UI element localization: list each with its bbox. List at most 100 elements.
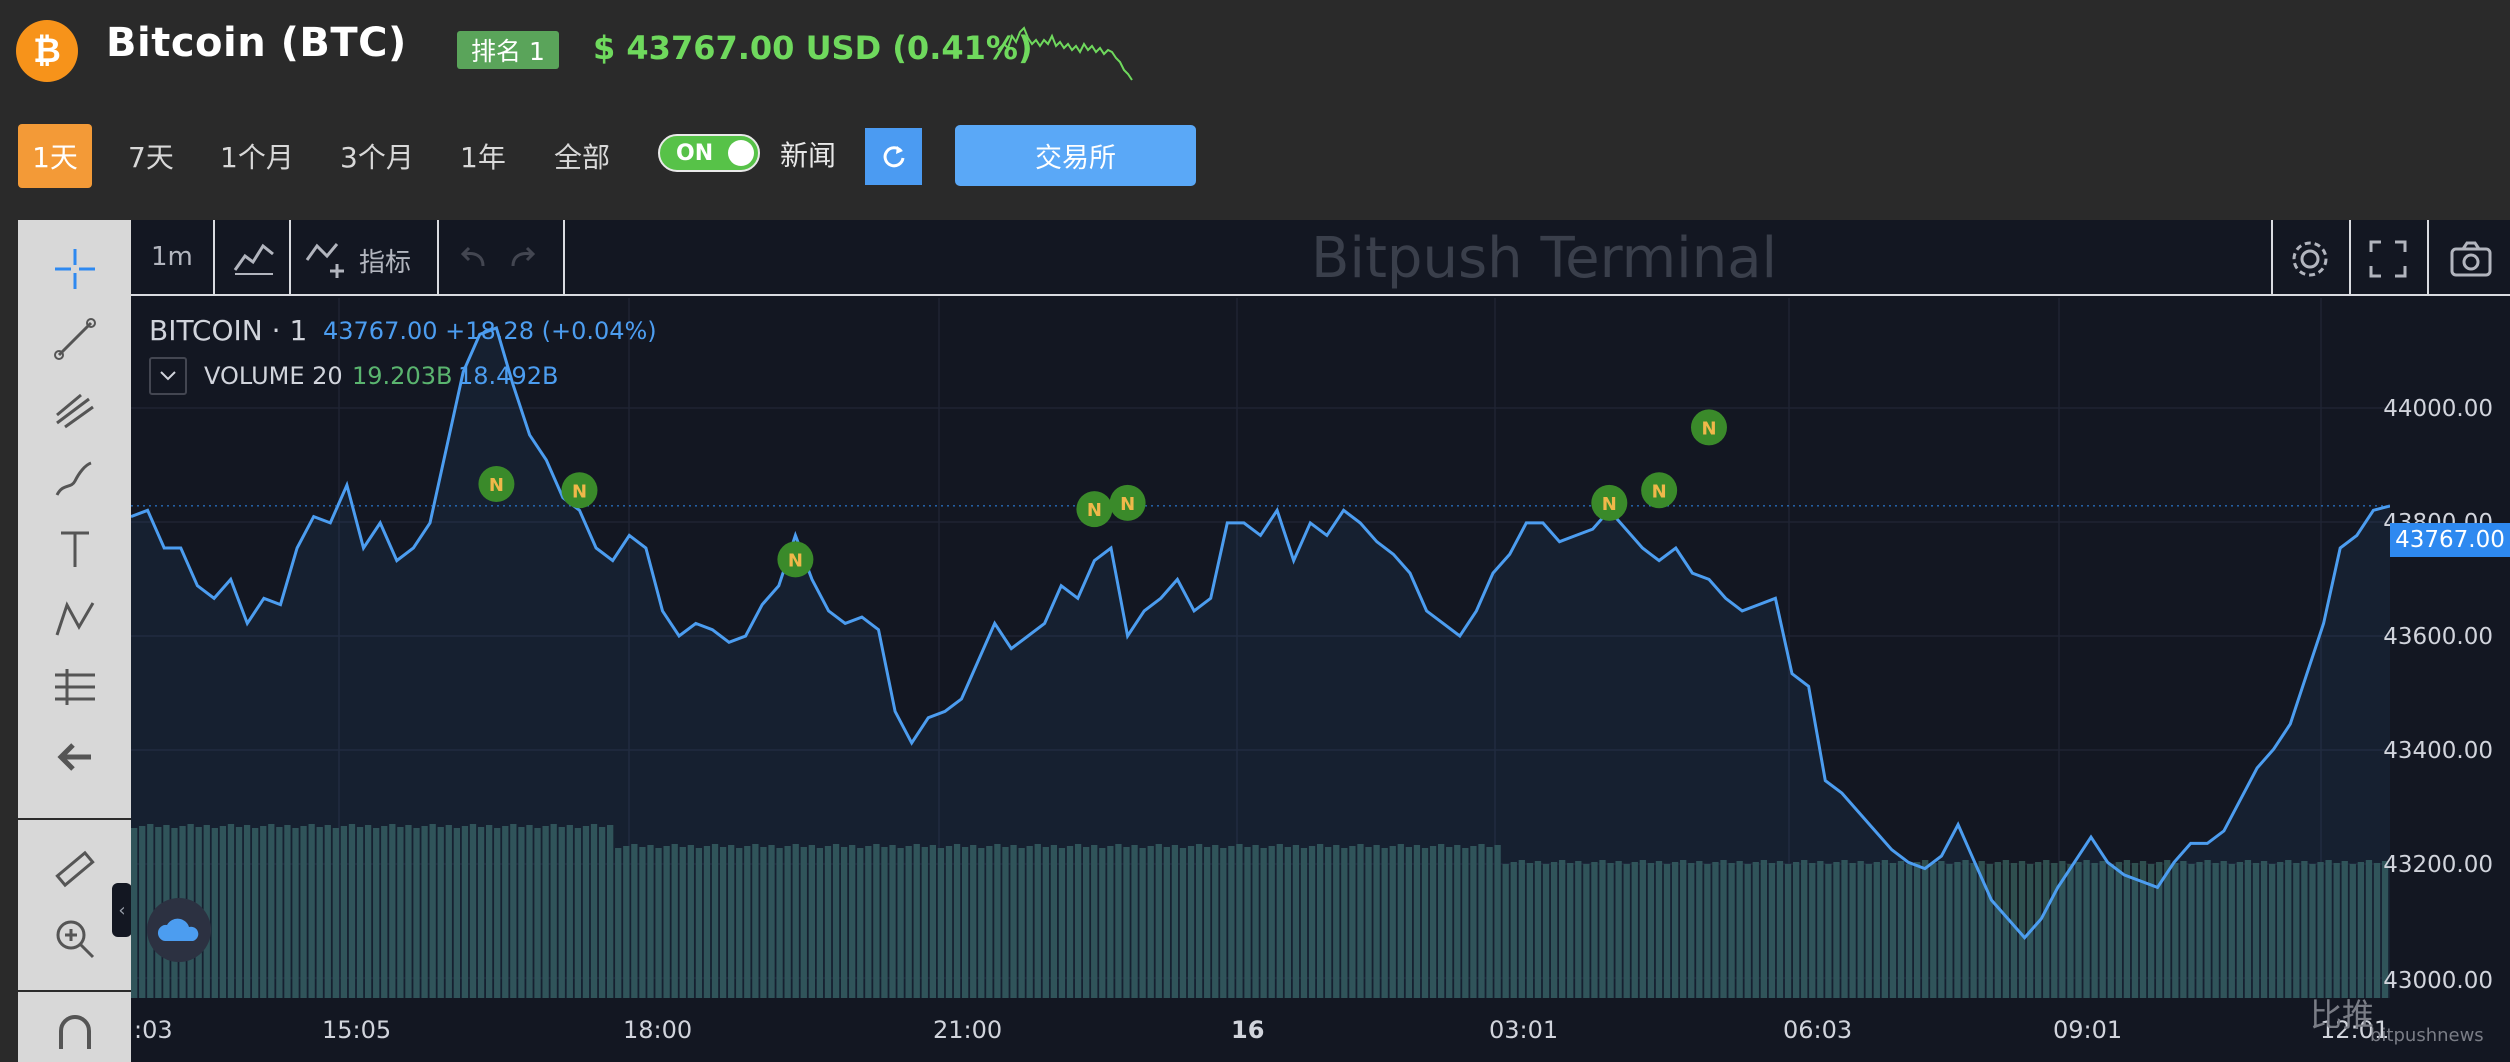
volume-bar (1696, 861, 1703, 998)
volume-bar (1913, 862, 1921, 998)
exchange-button[interactable]: 交易所 (955, 125, 1196, 186)
news-marker-label: N (1602, 494, 1617, 515)
redo-icon[interactable] (507, 244, 539, 276)
position-tool-icon[interactable] (48, 660, 102, 714)
brand-cloud-icon (147, 898, 211, 962)
interval-select[interactable]: 1m (151, 242, 193, 272)
chart-style-icon[interactable] (231, 236, 277, 280)
volume-bar (1550, 862, 1558, 998)
text-tool-icon[interactable] (48, 522, 102, 576)
crosshair-icon[interactable] (48, 242, 102, 296)
volume-bar (808, 845, 815, 998)
range-1m-button[interactable]: 1个月 (220, 141, 294, 174)
volume-bar (1050, 845, 1058, 998)
volume-bar (574, 828, 582, 998)
volume-bar (1663, 864, 1671, 998)
collapse-toolbar-handle[interactable]: ‹ (112, 883, 132, 937)
volume-bar (1752, 862, 1759, 998)
rank-badge: 排名 1 (457, 31, 559, 69)
volume-bar (905, 846, 912, 998)
volume-bar (1994, 862, 2001, 998)
settings-gear-icon[interactable] (2289, 238, 2331, 284)
volume-bar (889, 845, 896, 998)
volume-bar (445, 825, 452, 998)
volume-bar (2381, 861, 2389, 998)
range-1d-button[interactable]: 1天 (18, 124, 92, 188)
volume-bar (1099, 848, 1106, 998)
volume-bar (1341, 848, 1348, 998)
news-marker (1109, 484, 1146, 521)
volume-bar (1946, 864, 1953, 998)
volume-bar (1889, 863, 1897, 998)
pattern-tool-icon[interactable] (48, 592, 102, 646)
range-all-button[interactable]: 全部 (554, 141, 611, 174)
volume-bar (518, 827, 525, 998)
undo-icon[interactable] (457, 244, 489, 276)
volume-bar (1833, 862, 1840, 998)
volume-bar (276, 827, 283, 998)
volume-bar (1252, 845, 1259, 998)
back-arrow-icon[interactable] (48, 730, 102, 784)
drawing-toolbar (18, 220, 131, 1062)
volume-bar (405, 825, 412, 998)
volume-bar (526, 825, 533, 998)
brush-icon[interactable] (48, 452, 102, 506)
toggle-knob (728, 140, 754, 166)
volume-bar (332, 828, 339, 998)
volume-value-blue: 18.492B (458, 362, 559, 390)
volume-bar (816, 848, 824, 998)
volume-bar (1792, 862, 1800, 998)
indicators-button[interactable]: 指标 (359, 248, 412, 278)
x-tick-label: 16 (1231, 1016, 1265, 1044)
fib-tool-icon[interactable] (48, 382, 102, 436)
toolbar-divider (289, 220, 291, 296)
volume-bar (397, 827, 404, 998)
trading-chart[interactable]: ‹ 1m 指标 Bitpush Terminal (18, 220, 2510, 1062)
toolbar-divider (563, 220, 565, 296)
volume-bar (1897, 861, 1905, 998)
volume-bar (292, 828, 299, 998)
volume-bar (534, 828, 541, 998)
volume-bar (252, 828, 259, 998)
volume-bar (364, 825, 372, 998)
volume-bar (1865, 864, 1872, 998)
volume-bar (986, 846, 993, 998)
volume-bar (2018, 861, 2026, 998)
range-1y-button[interactable]: 1年 (460, 141, 506, 174)
volume-bar (558, 827, 565, 998)
volume-bar (413, 828, 420, 998)
news-toggle[interactable]: ON (658, 134, 760, 172)
volume-bar (1978, 861, 1985, 998)
price-plot[interactable]: N NNN N NNN (131, 298, 2390, 998)
volume-bar (913, 844, 920, 998)
x-tick-label: 15:05 (322, 1016, 392, 1044)
volume-bar (1784, 864, 1792, 998)
volume-bar (477, 827, 485, 998)
volume-bar (340, 826, 348, 998)
volume-bar (1930, 863, 1937, 998)
volume-bar (2309, 864, 2316, 998)
volume-bar (1599, 860, 1606, 998)
news-marker-label: N (489, 475, 504, 496)
volume-bar (1357, 844, 1364, 998)
zoom-in-icon[interactable] (48, 912, 102, 966)
news-marker (1076, 491, 1113, 528)
range-7d-button[interactable]: 7天 (128, 141, 174, 174)
refresh-button[interactable] (865, 128, 922, 185)
bitcoin-logo: ₿ (16, 20, 78, 82)
volume-bar (324, 825, 331, 998)
volume-bar (2035, 862, 2042, 998)
camera-icon[interactable] (2449, 240, 2493, 282)
volume-bar (550, 824, 557, 998)
toolbar-divider (213, 220, 215, 296)
trend-line-icon[interactable] (48, 312, 102, 366)
range-3m-button[interactable]: 3个月 (340, 141, 414, 174)
ruler-icon[interactable] (48, 842, 102, 896)
volume-bar (1123, 847, 1130, 998)
magnet-icon[interactable] (48, 1006, 102, 1060)
watermark-en: bitpushnews (2370, 1025, 2484, 1046)
indicators-icon[interactable] (303, 236, 351, 284)
fullscreen-icon[interactable] (2367, 238, 2409, 284)
volume-collapse-button[interactable] (149, 357, 187, 395)
volume-bar (429, 824, 436, 998)
